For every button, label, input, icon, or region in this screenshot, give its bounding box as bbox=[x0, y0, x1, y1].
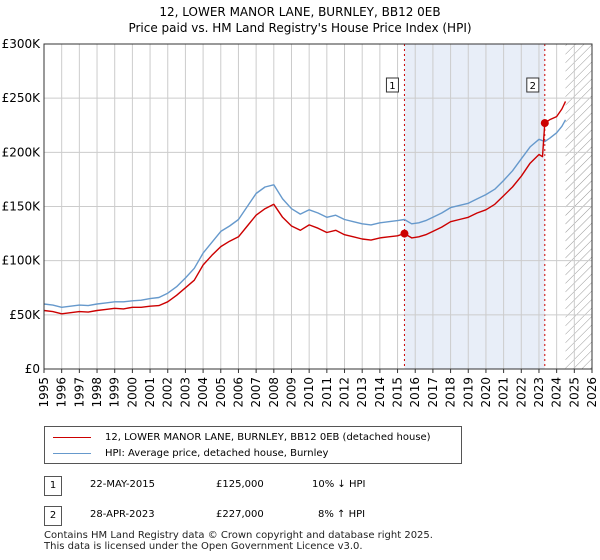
x-tick-label: 2012 bbox=[338, 377, 352, 408]
series-line-property bbox=[43, 101, 567, 315]
x-tick-label: 2024 bbox=[550, 377, 564, 408]
legend-label-hpi: HPI: Average price, detached house, Burn… bbox=[105, 447, 329, 459]
legend-item-hpi: HPI: Average price, detached house, Burn… bbox=[53, 446, 328, 460]
x-tick-label: 2022 bbox=[514, 377, 528, 408]
legend-item-property: 12, LOWER MANOR LANE, BURNLEY, BB12 0EB … bbox=[53, 430, 431, 444]
x-tick-label: 2025 bbox=[567, 377, 581, 408]
x-tick-label: 2026 bbox=[585, 377, 599, 408]
sale-date-1: 22-MAY-2015 bbox=[90, 479, 156, 490]
sale-box-1 bbox=[385, 77, 399, 93]
series-line-hpi bbox=[43, 119, 567, 308]
x-tick-label: 2010 bbox=[302, 377, 316, 408]
sale-change-1: 10% ↓ HPI bbox=[312, 479, 366, 490]
footer-line-2: This data is licensed under the Open Gov… bbox=[44, 541, 363, 552]
x-tick-label: 2004 bbox=[196, 377, 210, 408]
x-tick-label: 2008 bbox=[267, 377, 281, 408]
title-line-2: Price paid vs. HM Land Registry's House … bbox=[128, 21, 472, 35]
sale-change-2: 8% ↑ HPI bbox=[318, 509, 366, 520]
x-tick-label: 2014 bbox=[373, 377, 387, 408]
legend-swatch-property bbox=[53, 436, 91, 438]
y-tick-label: £100K bbox=[2, 254, 42, 268]
x-tick-label: 2005 bbox=[214, 377, 228, 408]
x-tick-label: 2017 bbox=[426, 377, 440, 408]
sale-box-2 bbox=[526, 77, 540, 93]
y-tick-label: £150K bbox=[2, 200, 42, 214]
x-tick-label: 1995 bbox=[37, 377, 51, 408]
x-tick-label: 1999 bbox=[108, 377, 122, 408]
sale-point-1 bbox=[400, 229, 409, 238]
x-tick-label: 1997 bbox=[72, 377, 86, 408]
x-tick-label: 2023 bbox=[532, 377, 546, 408]
x-tick-label: 2009 bbox=[284, 377, 298, 408]
x-tick-label: 2002 bbox=[161, 377, 175, 408]
chart-title: 12, LOWER MANOR LANE, BURNLEY, BB12 0EB … bbox=[0, 4, 600, 36]
x-tick-label: 2011 bbox=[320, 377, 334, 408]
y-tick-label: £200K bbox=[2, 145, 42, 159]
y-tick-label: £0 bbox=[25, 362, 40, 376]
sale-box-label-2: 2 bbox=[530, 81, 536, 92]
legend-label-property: 12, LOWER MANOR LANE, BURNLEY, BB12 0EB … bbox=[105, 431, 431, 443]
sale-badge-2: 2 bbox=[44, 506, 62, 526]
legend: 12, LOWER MANOR LANE, BURNLEY, BB12 0EB … bbox=[44, 426, 462, 464]
x-tick-label: 2000 bbox=[125, 377, 139, 408]
footer: Contains HM Land Registry data © Crown c… bbox=[44, 530, 433, 552]
sale-date-2: 28-APR-2023 bbox=[90, 509, 155, 520]
x-tick-label: 2015 bbox=[391, 377, 405, 408]
x-tick-label: 2001 bbox=[143, 377, 157, 408]
x-tick-label: 2018 bbox=[444, 377, 458, 408]
y-tick-label: £300K bbox=[2, 37, 42, 51]
y-tick-label: £50K bbox=[9, 308, 41, 322]
x-tick-label: 2007 bbox=[249, 377, 263, 408]
sale-box-label-1: 1 bbox=[389, 81, 395, 92]
x-tick-label: 2016 bbox=[408, 377, 422, 408]
plot-frame bbox=[43, 43, 593, 370]
x-tick-label: 2006 bbox=[231, 377, 245, 408]
price-chart: 1 2 £0 £50K £100K £150K £200K £250K £300K 1995 19… bbox=[2, 37, 599, 408]
footer-line-1: Contains HM Land Registry data © Crown c… bbox=[44, 530, 433, 541]
x-tick-label: 2013 bbox=[355, 377, 369, 408]
sale-badge-1: 1 bbox=[44, 476, 62, 496]
x-tick-label: 2020 bbox=[479, 377, 493, 408]
x-tick-label: 1998 bbox=[90, 377, 104, 408]
sale-price-2: £227,000 bbox=[216, 509, 264, 520]
sale-point-2 bbox=[540, 119, 549, 128]
x-tick-label: 2021 bbox=[497, 377, 511, 408]
x-tick-label: 2003 bbox=[178, 377, 192, 408]
x-tick-label: 2019 bbox=[461, 377, 475, 408]
legend-swatch-hpi bbox=[53, 452, 91, 454]
title-line-1: 12, LOWER MANOR LANE, BURNLEY, BB12 0EB bbox=[159, 5, 441, 19]
y-tick-label: £250K bbox=[2, 91, 42, 105]
x-tick-label: 1996 bbox=[55, 377, 69, 408]
sale-price-1: £125,000 bbox=[216, 479, 264, 490]
